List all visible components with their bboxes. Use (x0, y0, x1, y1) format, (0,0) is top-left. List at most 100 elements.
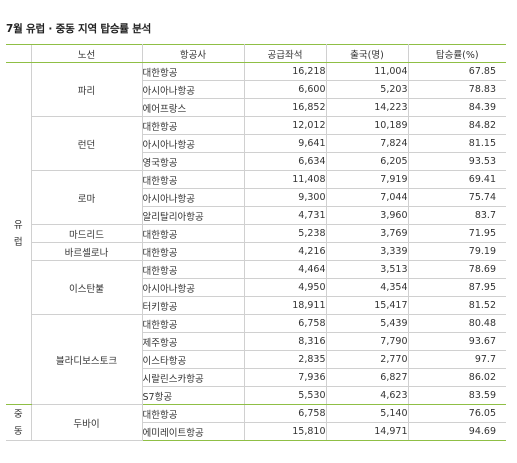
rate-cell: 76.05 (408, 404, 506, 423)
table-row: 제주항공 8,316 7,790 93.67 (6, 332, 506, 351)
departures-cell: 4,354 (326, 278, 409, 297)
seats-cell: 15,810 (244, 422, 327, 441)
seats-cell: 2,835 (244, 350, 327, 369)
departures-cell: 5,140 (326, 404, 409, 423)
airline-cell: 대한항공 (142, 116, 245, 135)
departures-cell: 7,824 (326, 134, 409, 153)
rate-cell: 69.41 (408, 170, 506, 189)
airline-cell: 아시아나항공 (142, 188, 245, 207)
table-row: 아시아나항공 9,300 7,044 75.74 (6, 188, 506, 207)
departures-cell: 6,205 (326, 152, 409, 171)
seats-cell: 16,218 (244, 62, 327, 81)
departures-cell: 4,623 (326, 386, 409, 405)
seats-cell: 7,936 (244, 368, 327, 387)
seats-cell: 16,852 (244, 98, 327, 117)
header-departures: 출국(명) (326, 44, 409, 63)
table-row: 이스타항공 2,835 2,770 97.7 (6, 350, 506, 369)
seats-cell: 6,758 (244, 314, 327, 333)
region-label-char: 럽 (13, 236, 23, 248)
rate-cell: 79.19 (408, 242, 506, 261)
airline-cell: 대한항공 (142, 62, 245, 81)
rate-cell: 67.85 (408, 62, 506, 81)
page-title: 7월 유럽 · 중동 지역 탑승률 분석 (6, 23, 152, 35)
seats-cell: 6,600 (244, 80, 327, 99)
rate-cell: 80.48 (408, 314, 506, 333)
table-row: 시랄린스카항공 7,936 6,827 86.02 (6, 368, 506, 387)
rate-cell: 84.39 (408, 98, 506, 117)
rate-cell: 84.82 (408, 116, 506, 135)
rate-cell: 78.69 (408, 260, 506, 279)
departures-cell: 2,770 (326, 350, 409, 369)
route-name: 파리 (30, 62, 143, 117)
route-name: 두바이 (30, 404, 143, 441)
airline-cell: S7항공 (142, 386, 245, 405)
departures-cell: 14,971 (326, 422, 409, 441)
airline-cell: 에미레이트항공 (142, 422, 245, 441)
airline-cell: 대한항공 (142, 242, 245, 261)
seats-cell: 9,641 (244, 134, 327, 153)
seats-cell: 4,464 (244, 260, 327, 279)
table-row: S7항공 5,530 4,623 83.59 (6, 386, 506, 405)
header-route: 노선 (30, 44, 143, 63)
route-name: 로마 (30, 170, 143, 225)
table-row: 중 동 두바이 대한항공 6,758 5,140 76.05 (6, 404, 506, 441)
departures-cell: 5,439 (326, 314, 409, 333)
departures-cell: 3,513 (326, 260, 409, 279)
departures-cell: 3,339 (326, 242, 409, 261)
region-label-char: 유 (13, 219, 23, 231)
seats-cell: 4,216 (244, 242, 327, 261)
table-row: 아시아나항공 6,600 5,203 78.83 (6, 80, 506, 99)
header-seats: 공급좌석 (244, 44, 327, 63)
departures-cell: 3,769 (326, 224, 409, 243)
airline-cell: 영국항공 (142, 152, 245, 171)
header-rate: 탑승률(%) (408, 44, 506, 63)
route-name: 바르셀로나 (30, 242, 143, 261)
table-row: 에어프랑스 16,852 14,223 84.39 (6, 98, 506, 117)
airline-cell: 이스타항공 (142, 350, 245, 369)
route-name: 이스탄불 (30, 260, 143, 315)
table-row: 런던 대한항공 12,012 10,189 84.82 (6, 116, 506, 171)
departures-cell: 10,189 (326, 116, 409, 135)
route-load-factor-table: 노선 항공사 공급좌석 출국(명) 탑승률(%) 유 럽 파리 대한항공 16,218 1… (6, 44, 506, 441)
region-label-char: 중 (13, 408, 23, 420)
table-row: 알리탈리아항공 4,731 3,960 83.7 (6, 206, 506, 225)
airline-cell: 대한항공 (142, 314, 245, 333)
seats-cell: 8,316 (244, 332, 327, 351)
seats-cell: 4,731 (244, 206, 327, 225)
rate-cell: 81.15 (408, 134, 506, 153)
table-row: 바르셀로나 대한항공 4,216 3,339 79.19 (6, 242, 506, 261)
airline-cell: 대한항공 (142, 224, 245, 243)
table-row: 마드리드 대한항공 5,238 3,769 71.95 (6, 224, 506, 243)
table-row: 유 럽 파리 대한항공 16,218 11,004 67.85 (6, 62, 506, 405)
region-label-char: 동 (13, 425, 23, 437)
table-row: 로마 대한항공 11,408 7,919 69.41 (6, 170, 506, 225)
seats-cell: 6,758 (244, 404, 327, 423)
route-name: 블라디보스토크 (30, 314, 143, 405)
airline-cell: 대한항공 (142, 404, 245, 423)
rate-cell: 86.02 (408, 368, 506, 387)
seats-cell: 6,634 (244, 152, 327, 171)
rate-cell: 93.67 (408, 332, 506, 351)
airline-cell: 에어프랑스 (142, 98, 245, 117)
departures-cell: 6,827 (326, 368, 409, 387)
table-row: 아시아나항공 9,641 7,824 81.15 (6, 134, 506, 153)
seats-cell: 5,238 (244, 224, 327, 243)
seats-cell: 11,408 (244, 170, 327, 189)
seats-cell: 12,012 (244, 116, 327, 135)
rate-cell: 93.53 (408, 152, 506, 171)
seats-cell: 18,911 (244, 296, 327, 315)
rate-cell: 75.74 (408, 188, 506, 207)
rate-cell: 87.95 (408, 278, 506, 297)
table-row: 블라디보스토크 대한항공 6,758 5,439 80.48 (6, 314, 506, 405)
rate-cell: 78.83 (408, 80, 506, 99)
header-airline: 항공사 (142, 44, 245, 63)
airline-cell: 알리탈리아항공 (142, 206, 245, 225)
departures-cell: 3,960 (326, 206, 409, 225)
rate-cell: 81.52 (408, 296, 506, 315)
header-region (6, 44, 31, 63)
airline-cell: 제주항공 (142, 332, 245, 351)
route-name: 마드리드 (30, 224, 143, 243)
airline-cell: 대한항공 (142, 170, 245, 189)
table-row: 터키항공 18,911 15,417 81.52 (6, 296, 506, 315)
